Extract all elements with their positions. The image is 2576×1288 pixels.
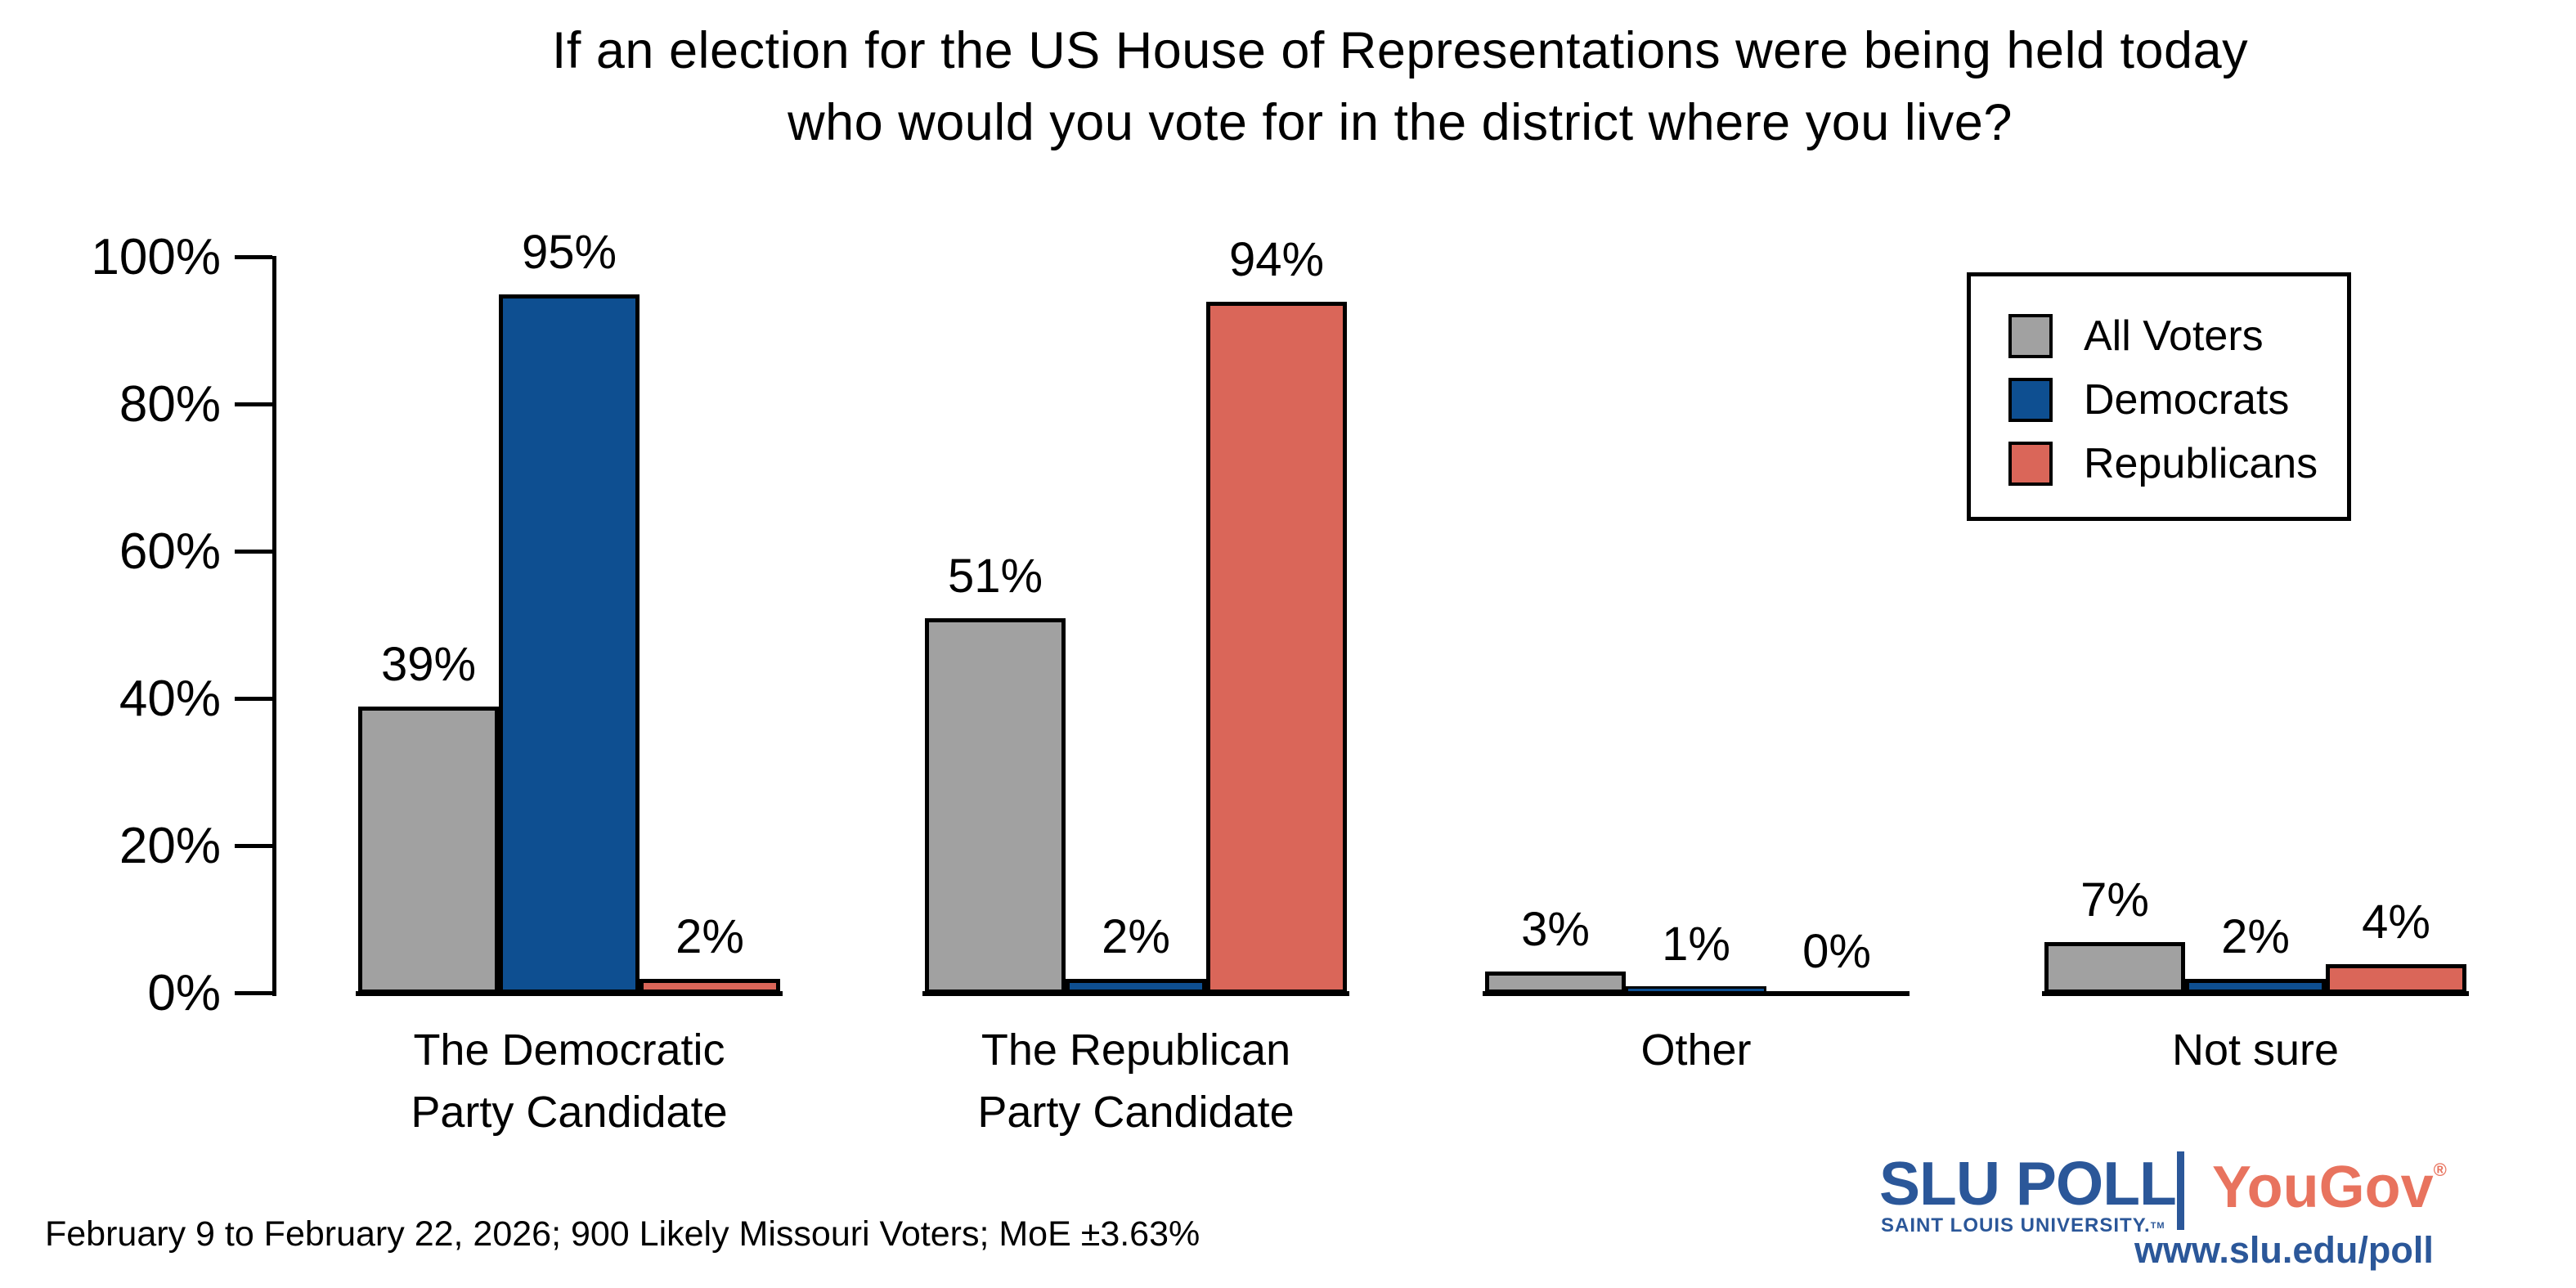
group-baseline	[1483, 991, 1910, 996]
legend-item: Democrats	[2008, 368, 2347, 432]
group-baseline	[2042, 991, 2469, 996]
y-axis-tick	[235, 697, 272, 701]
category-label-line: Party Candidate	[977, 1088, 1295, 1137]
bar-democrats	[1626, 986, 1766, 994]
branding-block: SLU POLL SAINT LOUIS UNIVERSITY.TM YouGo…	[1873, 1143, 2462, 1286]
logo-divider-bar	[2177, 1151, 2184, 1230]
bar-republicans	[1206, 302, 1347, 994]
y-axis-line	[272, 256, 276, 996]
bar-value-label: 94%	[1228, 233, 1325, 286]
legend-label: Republicans	[2084, 440, 2318, 487]
registered-symbol: ®	[2433, 1160, 2447, 1180]
chart-legend: All Voters Democrats Republicans	[1967, 272, 2351, 521]
y-axis-tick-label: 20%	[119, 818, 221, 874]
y-axis-tick-label: 100%	[91, 229, 221, 285]
bar-democrats	[499, 294, 640, 994]
chart-title-line1: If an election for the US House of Repre…	[551, 22, 2249, 79]
y-axis-tick	[235, 991, 272, 995]
chart-title-line2: who would you vote for in the district w…	[788, 94, 2013, 151]
bar-all-voters	[925, 618, 1066, 994]
bar-all-voters	[358, 707, 499, 994]
legend-label: All Voters	[2084, 312, 2264, 360]
category-label-line: Not sure	[2171, 1025, 2340, 1075]
y-axis-tick-label: 40%	[119, 671, 221, 727]
category-label-line: Other	[1640, 1025, 1752, 1075]
y-axis-tick-label: 80%	[119, 376, 221, 433]
y-axis-tick-label: 0%	[147, 965, 221, 1021]
yougov-logo: YouGov®	[2212, 1158, 2447, 1217]
bar-value-label: 4%	[2362, 895, 2430, 949]
bar-democrats	[2185, 979, 2326, 994]
legend-swatch-all-voters	[2008, 314, 2053, 358]
bar-all-voters	[1485, 972, 1626, 994]
bar-republicans	[2326, 964, 2466, 994]
y-axis-tick	[235, 255, 272, 259]
bar-value-label: 39%	[380, 638, 477, 691]
bar-democrats	[1066, 979, 1206, 994]
bar-value-label: 2%	[675, 910, 744, 963]
legend-label: Democrats	[2084, 376, 2290, 424]
bar-value-label: 1%	[1662, 918, 1730, 971]
bar-value-label: 2%	[2221, 910, 2290, 963]
slu-poll-url: www.slu.edu/poll	[2134, 1229, 2434, 1271]
legend-swatch-democrats	[2008, 378, 2053, 422]
slu-university-logo-text: SAINT LOUIS UNIVERSITY.TM	[1881, 1215, 2165, 1236]
category-label-line: The Republican	[981, 1025, 1291, 1075]
slu-university-label: SAINT LOUIS UNIVERSITY.	[1881, 1214, 2151, 1236]
group-baseline	[922, 991, 1349, 996]
category-label: The Democratic Party Candidate	[299, 1019, 839, 1143]
bar-value-label: 3%	[1521, 903, 1590, 956]
category-label: Other	[1426, 1019, 1966, 1081]
category-label-line: The Democratic	[413, 1025, 725, 1075]
bar-all-voters	[2044, 942, 2185, 994]
bar-republicans	[640, 979, 780, 994]
methodology-note: February 9 to February 22, 2026; 900 Lik…	[45, 1214, 1200, 1254]
bar-value-label: 2%	[1102, 910, 1170, 963]
y-axis-tick-label: 60%	[119, 523, 221, 580]
category-label: The Republican Party Candidate	[866, 1019, 1406, 1143]
slu-poll-logo-text: SLU POLL	[1879, 1149, 2177, 1218]
legend-swatch-republicans	[2008, 442, 2053, 486]
y-axis-tick	[235, 402, 272, 406]
bar-value-label: 7%	[2080, 873, 2149, 927]
bar-value-label: 51%	[947, 550, 1043, 603]
legend-item: Republicans	[2008, 432, 2347, 496]
category-label: Not sure	[1986, 1019, 2525, 1081]
trademark-symbol: TM	[2150, 1221, 2165, 1231]
slu-poll-logo: SLU POLL	[1879, 1153, 2177, 1214]
y-axis-tick	[235, 550, 272, 554]
yougov-logo-text: YouGov	[2212, 1155, 2434, 1220]
bar-value-label: 95%	[521, 226, 617, 279]
category-label-line: Party Candidate	[411, 1088, 728, 1137]
bar-value-label: 0%	[1802, 925, 1871, 978]
group-baseline	[356, 991, 783, 996]
legend-item: All Voters	[2008, 304, 2347, 368]
y-axis-tick	[235, 844, 272, 848]
chart-title: If an election for the US House of Repre…	[276, 15, 2524, 159]
